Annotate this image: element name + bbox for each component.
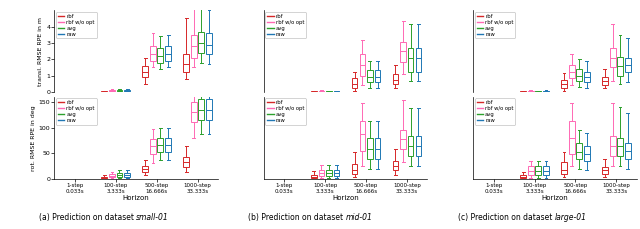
PathPatch shape — [374, 70, 380, 82]
PathPatch shape — [576, 143, 582, 159]
PathPatch shape — [569, 121, 575, 154]
PathPatch shape — [584, 72, 590, 82]
PathPatch shape — [191, 102, 196, 123]
PathPatch shape — [191, 35, 196, 58]
PathPatch shape — [109, 174, 115, 177]
PathPatch shape — [165, 138, 171, 152]
PathPatch shape — [352, 164, 358, 174]
Legend: rbf, rbf w/o opt, avg, raw: rbf, rbf w/o opt, avg, raw — [266, 98, 306, 125]
Y-axis label: transl. RMSE RPE in m: transl. RMSE RPE in m — [38, 17, 44, 86]
PathPatch shape — [617, 57, 623, 76]
PathPatch shape — [206, 99, 212, 120]
PathPatch shape — [157, 48, 163, 63]
PathPatch shape — [584, 146, 590, 161]
X-axis label: Horizon: Horizon — [123, 195, 150, 201]
PathPatch shape — [561, 162, 567, 174]
PathPatch shape — [561, 80, 567, 88]
PathPatch shape — [165, 46, 171, 61]
PathPatch shape — [528, 91, 534, 92]
PathPatch shape — [610, 49, 616, 68]
Legend: rbf, rbf w/o opt, avg, raw: rbf, rbf w/o opt, avg, raw — [56, 12, 97, 38]
Legend: rbf, rbf w/o opt, avg, raw: rbf, rbf w/o opt, avg, raw — [475, 12, 515, 38]
PathPatch shape — [401, 42, 406, 62]
PathPatch shape — [408, 136, 413, 156]
PathPatch shape — [360, 54, 365, 76]
PathPatch shape — [198, 32, 204, 53]
PathPatch shape — [183, 157, 189, 167]
PathPatch shape — [536, 91, 541, 92]
PathPatch shape — [326, 170, 332, 176]
PathPatch shape — [109, 90, 115, 91]
PathPatch shape — [360, 121, 365, 151]
PathPatch shape — [392, 161, 398, 170]
PathPatch shape — [142, 66, 148, 77]
PathPatch shape — [520, 91, 526, 92]
PathPatch shape — [602, 167, 608, 174]
Legend: rbf, rbf w/o opt, avg, raw: rbf, rbf w/o opt, avg, raw — [266, 12, 306, 38]
PathPatch shape — [101, 91, 107, 92]
PathPatch shape — [610, 136, 616, 156]
PathPatch shape — [415, 136, 421, 156]
X-axis label: Horizon: Horizon — [541, 195, 568, 201]
Text: large-01: large-01 — [555, 213, 587, 222]
PathPatch shape — [150, 46, 156, 61]
PathPatch shape — [625, 143, 630, 159]
PathPatch shape — [319, 91, 324, 92]
PathPatch shape — [124, 90, 130, 91]
PathPatch shape — [528, 166, 534, 175]
PathPatch shape — [142, 166, 148, 172]
PathPatch shape — [602, 77, 608, 85]
Text: (b) Prediction on dataset: (b) Prediction on dataset — [248, 213, 346, 222]
PathPatch shape — [101, 177, 107, 178]
PathPatch shape — [333, 170, 339, 176]
PathPatch shape — [576, 69, 582, 81]
PathPatch shape — [198, 99, 204, 120]
PathPatch shape — [536, 166, 541, 175]
PathPatch shape — [319, 170, 324, 176]
Text: (a) Prediction on dataset: (a) Prediction on dataset — [39, 213, 136, 222]
PathPatch shape — [367, 138, 372, 159]
PathPatch shape — [333, 91, 339, 92]
PathPatch shape — [569, 65, 575, 78]
PathPatch shape — [392, 74, 398, 84]
Legend: rbf, rbf w/o opt, avg, raw: rbf, rbf w/o opt, avg, raw — [475, 98, 515, 125]
PathPatch shape — [311, 174, 317, 178]
PathPatch shape — [401, 130, 406, 149]
PathPatch shape — [150, 139, 156, 154]
Text: (c) Prediction on dataset: (c) Prediction on dataset — [458, 213, 555, 222]
PathPatch shape — [543, 91, 549, 92]
PathPatch shape — [520, 174, 526, 178]
Legend: rbf, rbf w/o opt, avg, raw: rbf, rbf w/o opt, avg, raw — [56, 98, 97, 125]
PathPatch shape — [326, 91, 332, 92]
PathPatch shape — [157, 138, 163, 152]
Y-axis label: rot. RMSE RPE in deg: rot. RMSE RPE in deg — [31, 105, 36, 171]
PathPatch shape — [116, 173, 122, 177]
PathPatch shape — [374, 138, 380, 159]
PathPatch shape — [625, 58, 630, 72]
PathPatch shape — [116, 90, 122, 91]
Text: mid-01: mid-01 — [346, 213, 372, 222]
X-axis label: Horizon: Horizon — [332, 195, 359, 201]
PathPatch shape — [124, 173, 130, 177]
PathPatch shape — [183, 55, 189, 72]
PathPatch shape — [543, 166, 549, 175]
PathPatch shape — [367, 70, 372, 82]
PathPatch shape — [408, 49, 413, 72]
PathPatch shape — [206, 33, 212, 55]
PathPatch shape — [352, 78, 358, 88]
PathPatch shape — [311, 91, 317, 92]
PathPatch shape — [617, 138, 623, 156]
Text: small-01: small-01 — [136, 213, 169, 222]
PathPatch shape — [415, 49, 421, 72]
